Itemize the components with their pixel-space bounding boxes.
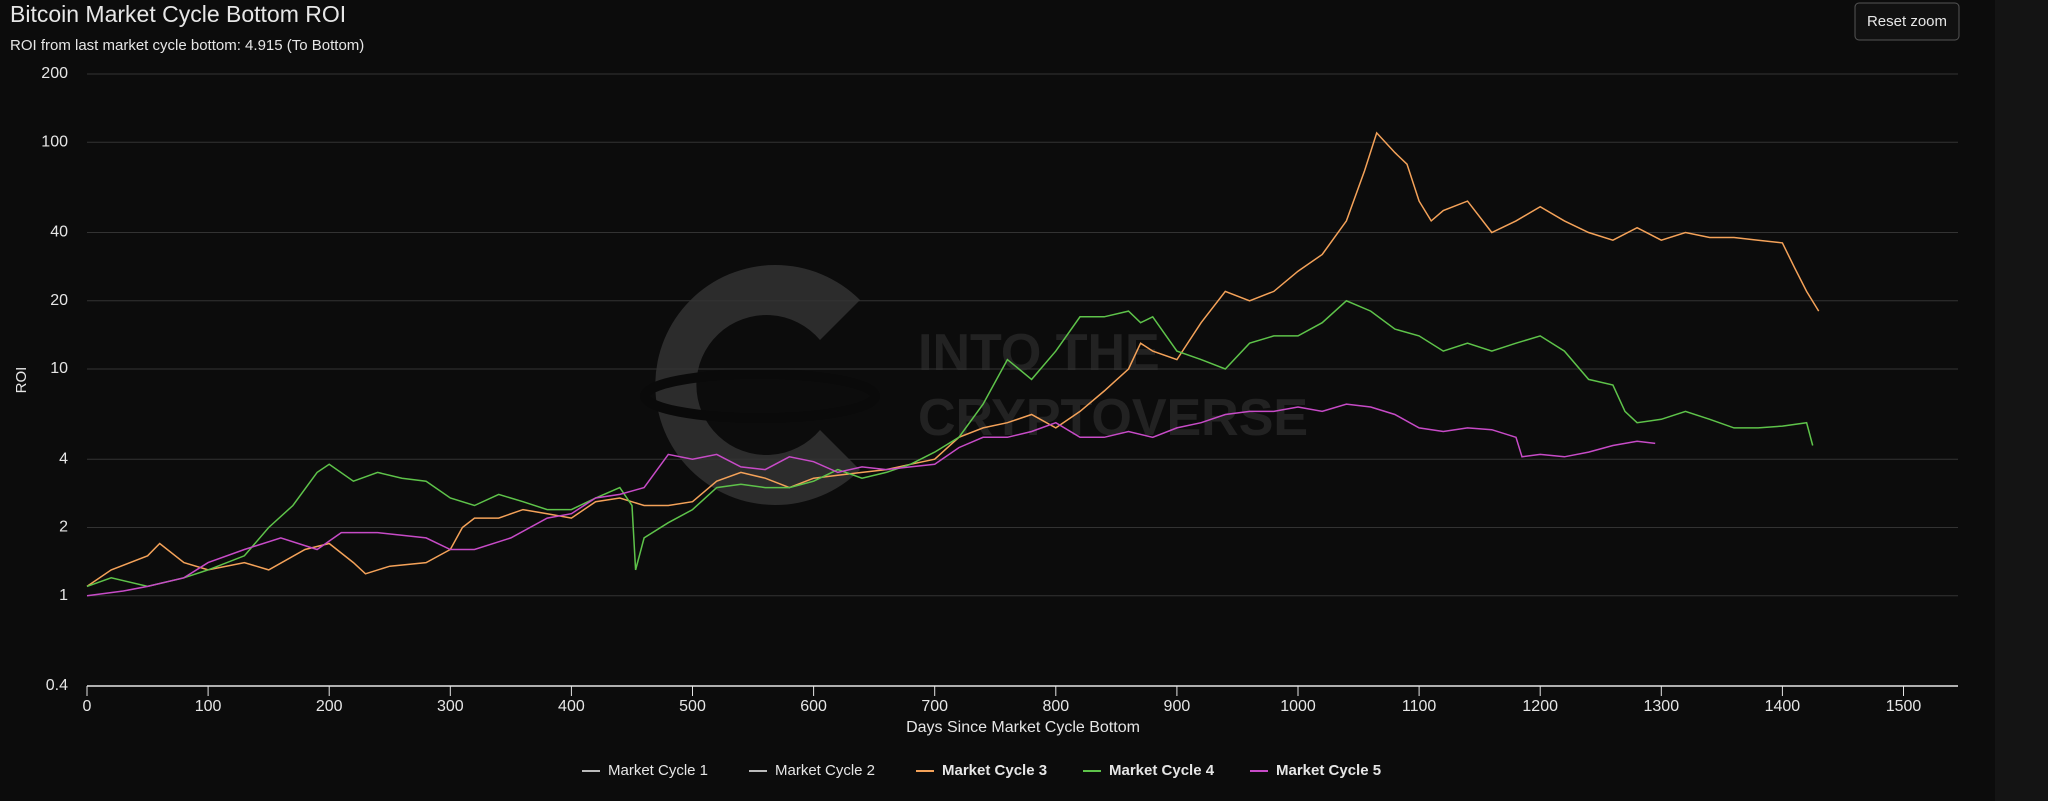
y-tick-label: 10 (50, 360, 68, 377)
legend-label[interactable]: Market Cycle 2 (775, 762, 875, 779)
x-tick-label: 1200 (1522, 698, 1558, 715)
chart-title: Bitcoin Market Cycle Bottom ROI (10, 1, 346, 27)
x-tick-label: 300 (437, 698, 464, 715)
x-tick-label: 800 (1042, 698, 1069, 715)
x-tick-label: 0 (83, 698, 92, 715)
series-line (86, 299, 1814, 588)
legend-label[interactable]: Market Cycle 5 (1276, 762, 1381, 779)
x-tick-label: 100 (195, 698, 222, 715)
y-tick-label: 1 (59, 587, 68, 604)
button-label[interactable]: Reset zoom (1867, 13, 1947, 30)
x-tick-label: 1300 (1644, 698, 1680, 715)
legend-label[interactable]: Market Cycle 1 (608, 762, 708, 779)
y-tick-label: 100 (41, 133, 68, 150)
chart-subtitle: ROI from last market cycle bottom: 4.915… (10, 37, 364, 54)
y-tick-label: 4 (59, 450, 68, 467)
y-axis-label: ROI (13, 367, 30, 394)
button-frame[interactable] (1854, 2, 1960, 41)
reset-zoom-button[interactable]: Reset zoom (1854, 2, 1960, 41)
x-tick-label: 1000 (1280, 698, 1316, 715)
series-line (86, 403, 1656, 597)
series-line (86, 131, 1820, 588)
x-tick-label: 200 (316, 698, 343, 715)
x-tick-label: 600 (800, 698, 827, 715)
background (0, 0, 1995, 801)
watermark-text: INTO THE (918, 324, 1160, 382)
watermark-text: CRYPTOVERSE (918, 389, 1308, 447)
side-panel (1995, 0, 2048, 801)
x-tick-label: 400 (558, 698, 585, 715)
legend-label[interactable]: Market Cycle 4 (1109, 762, 1215, 779)
y-tick-label: 200 (41, 65, 68, 82)
y-tick-label: 40 (50, 224, 68, 241)
x-tick-label: 1100 (1402, 698, 1437, 715)
x-axis-label: Days Since Market Cycle Bottom (906, 719, 1140, 736)
legend-label[interactable]: Market Cycle 3 (942, 762, 1047, 779)
y-tick-label: 0.4 (46, 677, 68, 694)
y-tick-label: 20 (50, 292, 68, 309)
x-tick-label: 1400 (1765, 698, 1801, 715)
x-tick-label: 700 (921, 698, 948, 715)
x-tick-label: 1500 (1886, 698, 1922, 715)
y-tick-label: 2 (59, 519, 68, 536)
x-tick-label: 900 (1164, 698, 1191, 715)
x-tick-label: 500 (679, 698, 706, 715)
watermark-logo (640, 265, 880, 505)
